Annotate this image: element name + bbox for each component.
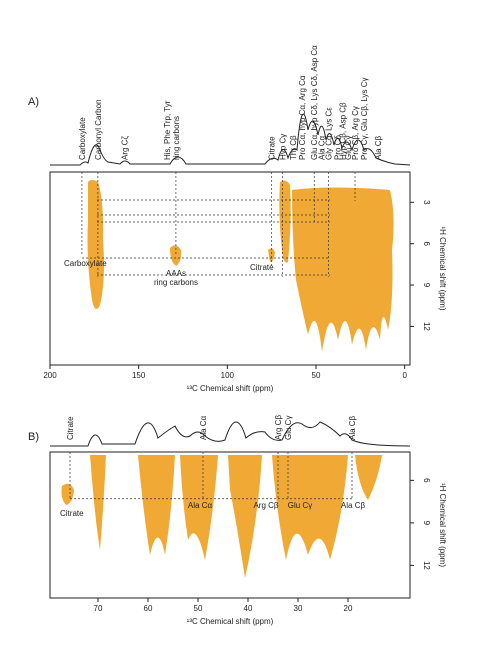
x-tick-label: 40 xyxy=(244,604,253,613)
inner-label: AAAs xyxy=(166,269,186,278)
peak-label: Pro Cα, hyp Cα, Arg Cα xyxy=(298,75,307,160)
peak-label: Ala Cα xyxy=(199,415,208,440)
peak-label: Glu Cγ xyxy=(344,136,353,160)
peak-label: Carbonyl Carbon xyxy=(94,100,103,160)
peak-label: Arg Cζ xyxy=(120,136,129,160)
peak-label: Pro Cγ, Glu Cβ, Lys Cγ xyxy=(360,77,369,160)
x-axis-title: ¹³C Chemical shift (ppm) xyxy=(187,617,274,626)
plot-frame xyxy=(49,171,411,366)
peak-label: Thr Cβ xyxy=(289,135,298,160)
y-tick-label: 12 xyxy=(422,561,431,570)
peak-label: Hyp Cγ xyxy=(278,134,287,160)
peak-label: Glu Cα, hyp Cδ, Lys Cδ, Asp Cα xyxy=(310,45,319,160)
peak-label: Citrate xyxy=(66,416,75,440)
peak-label: His, Phe Trp, Tyr xyxy=(163,100,172,160)
x-tick-label: 20 xyxy=(344,604,353,613)
x-tick-label: 0 xyxy=(402,371,407,380)
peak-label: Pro Cβ, Arg Cγ xyxy=(351,106,360,160)
peak-label: Hyp Cβ, Asp Cβ xyxy=(339,102,348,160)
y-tick-label: 6 xyxy=(422,241,431,246)
inner-label: Citrate xyxy=(60,509,84,518)
peak-label: ring carbons xyxy=(172,116,181,160)
peak-label: Pro Cδ xyxy=(333,135,342,160)
x-tick-label: 200 xyxy=(43,371,57,380)
plot-frame xyxy=(49,451,411,599)
spectrum-1d xyxy=(50,421,411,447)
peak-label: Glu Cγ xyxy=(284,416,293,440)
y-tick-label: 9 xyxy=(422,521,431,526)
spectrum-1d xyxy=(50,113,411,166)
inner-label: Glu Cγ xyxy=(288,501,312,510)
inner-label: Carboxylate xyxy=(64,259,107,268)
peak-label: Citrate xyxy=(268,136,277,160)
x-tick-label: 100 xyxy=(221,371,235,380)
x-tick-label: 50 xyxy=(312,371,321,380)
contours xyxy=(61,455,382,578)
x-tick-label: 150 xyxy=(132,371,146,380)
contours xyxy=(87,180,394,352)
inner-label: Arg Cβ xyxy=(253,501,278,510)
x-tick-label: 50 xyxy=(194,604,203,613)
inner-label: ring carbons xyxy=(154,278,198,287)
y-tick-label: 3 xyxy=(422,200,431,205)
y-axis-title: ¹H Chemical shift (ppm) xyxy=(438,226,447,310)
peak-label: Gly Cα, Lys Cε xyxy=(324,107,333,160)
inner-label: Ala Cβ xyxy=(341,501,366,510)
peak-label: Arg Cβ xyxy=(274,415,283,440)
peak-label: Ala Cα xyxy=(317,135,326,160)
panel-label: B) xyxy=(28,431,39,443)
x-tick-label: 30 xyxy=(294,604,303,613)
panel-label: A) xyxy=(28,96,39,108)
y-tick-label: 6 xyxy=(422,478,431,483)
peak-label: Ala Cβ xyxy=(374,135,383,160)
x-tick-label: 70 xyxy=(94,604,103,613)
y-tick-label: 9 xyxy=(422,283,431,288)
inner-label: Ala Cα xyxy=(188,501,213,510)
peak-label: Ala Cβ xyxy=(348,415,357,440)
y-tick-label: 12 xyxy=(422,322,431,331)
peak-label: Carboxylate xyxy=(78,117,87,160)
inner-label: Citrate xyxy=(250,263,274,272)
x-tick-label: 60 xyxy=(144,604,153,613)
x-axis-title: ¹³C Chemical shift (ppm) xyxy=(187,384,274,393)
y-axis-title: ¹H Chemical shift (ppm) xyxy=(438,483,447,567)
